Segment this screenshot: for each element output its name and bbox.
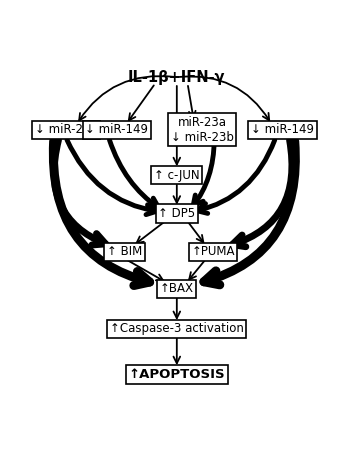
Text: ↑ c-JUN: ↑ c-JUN <box>154 168 200 182</box>
Text: ↓ miR-149: ↓ miR-149 <box>251 123 314 136</box>
Text: ↑PUMA: ↑PUMA <box>191 246 235 258</box>
Text: ↑BAX: ↑BAX <box>160 282 194 295</box>
Text: ↓ miR-149: ↓ miR-149 <box>85 123 148 136</box>
Text: miR-23a
↓ miR-23b: miR-23a ↓ miR-23b <box>171 116 234 143</box>
Text: ↑ BIM: ↑ BIM <box>107 246 142 258</box>
Text: ↑Caspase-3 activation: ↑Caspase-3 activation <box>110 322 244 336</box>
Text: ↑ DP5: ↑ DP5 <box>158 207 195 220</box>
Text: IL-1β+IFN-γ: IL-1β+IFN-γ <box>128 70 226 85</box>
Text: ↑APOPTOSIS: ↑APOPTOSIS <box>128 368 225 381</box>
Text: ↓ miR-23a: ↓ miR-23a <box>34 123 97 136</box>
